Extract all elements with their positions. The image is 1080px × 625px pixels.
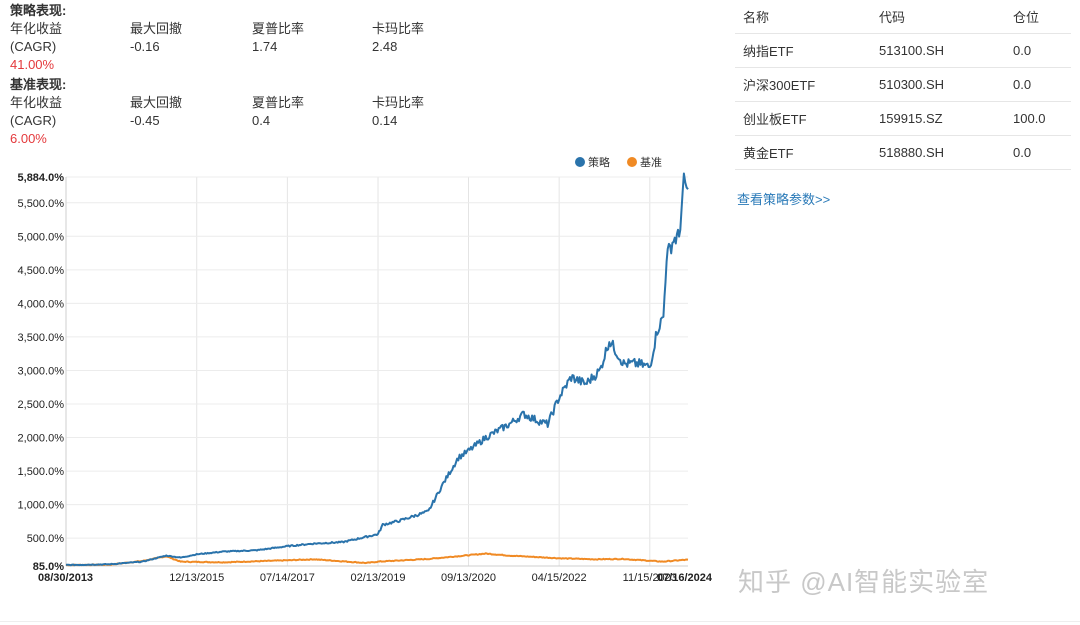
fund-code: 518880.SH (871, 135, 1005, 170)
legend-marker-strategy (575, 157, 585, 167)
x-tick-label: 04/15/2022 (532, 572, 587, 584)
max-drawdown-header: 最大回撤 (130, 21, 183, 36)
legend-label-strategy: 策略 (588, 155, 610, 169)
fund-name: 创业板ETF (735, 101, 871, 136)
fund-code: 159915.SZ (871, 101, 1005, 136)
cagr-label: (CAGR) (10, 39, 57, 54)
y-tick-label: 5,000.0% (18, 231, 65, 243)
x-tick-label: 09/13/2020 (441, 572, 496, 584)
column-header-code: 代码 (871, 0, 1005, 34)
calmar-header: 卡玛比率 (372, 21, 425, 36)
y-tick-label: 2,500.0% (18, 399, 65, 411)
max-drawdown-header: 最大回撤 (130, 95, 183, 110)
y-tick-label: 3,000.0% (18, 365, 65, 377)
y-tick-label: 500.0% (27, 533, 65, 545)
max-drawdown-value: -0.16 (130, 39, 160, 54)
y-tick-label: 3,500.0% (18, 332, 65, 344)
holdings-panel: 名称 代码 仓位 纳指ETF 513100.SH 0.0 沪深300ETF 51… (735, 0, 1071, 170)
x-tick-label: 11/15/2023 (623, 572, 677, 584)
legend-marker-benchmark (627, 157, 637, 167)
y-tick-label: 2,000.0% (18, 433, 65, 445)
x-tick-label: 08/30/2013 (38, 572, 93, 584)
fund-weight: 0.0 (1005, 135, 1071, 170)
view-strategy-params-link[interactable]: 查看策略参数>> (737, 192, 831, 207)
fund-name: 沪深300ETF (735, 67, 871, 102)
fund-weight: 0.0 (1005, 67, 1071, 102)
series-line-strategy (65, 172, 689, 567)
fund-name: 纳指ETF (735, 33, 871, 68)
sharpe-value: 0.4 (252, 113, 271, 128)
fund-weight: 0.0 (1005, 33, 1071, 68)
max-drawdown-value: -0.45 (130, 113, 160, 128)
holdings-table: 名称 代码 仓位 纳指ETF 513100.SH 0.0 沪深300ETF 51… (735, 0, 1071, 170)
calmar-value: 2.48 (372, 39, 398, 54)
legend-label-benchmark: 基准 (640, 156, 662, 169)
sharpe-value: 1.74 (252, 39, 278, 54)
table-row: 纳指ETF 513100.SH 0.0 (735, 33, 1071, 68)
y-tick-label: 5,884.0% (18, 172, 65, 184)
table-row: 创业板ETF 159915.SZ 100.0 (735, 101, 1071, 136)
table-row: 沪深300ETF 510300.SH 0.0 (735, 67, 1071, 102)
strategy-perf-title: 策略表现: (10, 3, 67, 18)
column-header-name: 名称 (735, 0, 871, 34)
fund-weight: 100.0 (1005, 101, 1071, 136)
calmar-header: 卡玛比率 (372, 95, 425, 110)
y-tick-label: 85.0% (33, 561, 64, 573)
benchmark-perf-title: 基准表现: (10, 77, 67, 92)
y-tick-label: 1,500.0% (18, 466, 65, 478)
cagr-value: 6.00% (10, 131, 47, 146)
column-header-weight: 仓位 (1005, 0, 1071, 34)
series-line-benchmark (65, 552, 689, 567)
sharpe-header: 夏普比率 (252, 95, 305, 110)
cagr-label: (CAGR) (10, 113, 57, 128)
x-tick-label: 12/13/2015 (169, 572, 224, 584)
fund-code: 513100.SH (871, 33, 1005, 68)
y-tick-label: 5,500.0% (18, 198, 65, 210)
y-tick-label: 1,000.0% (18, 500, 65, 512)
y-tick-label: 4,000.0% (18, 298, 65, 310)
cagr-value: 41.00% (10, 57, 55, 72)
bottom-divider (0, 621, 1080, 622)
sharpe-header: 夏普比率 (252, 21, 305, 36)
calmar-value: 0.14 (372, 113, 398, 128)
x-tick-label: 02/13/2019 (350, 572, 405, 584)
fund-name: 黄金ETF (735, 135, 871, 170)
x-tick-label: 07/16/2024 (657, 572, 712, 584)
x-tick-label: 07/14/2017 (260, 572, 315, 584)
cagr-header: 年化收益 (10, 21, 63, 36)
watermark: 知乎 @AI智能实验室 (738, 567, 990, 597)
y-tick-label: 4,500.0% (18, 265, 65, 277)
performance-line-chart: 08/30/2013 12/13/2015 07/14/2017 02/13/2019… (18, 155, 712, 584)
cagr-header: 年化收益 (10, 95, 63, 110)
fund-code: 510300.SH (871, 67, 1005, 102)
holdings-header-row: 名称 代码 仓位 (735, 0, 1071, 34)
table-row: 黄金ETF 518880.SH 0.0 (735, 135, 1071, 170)
